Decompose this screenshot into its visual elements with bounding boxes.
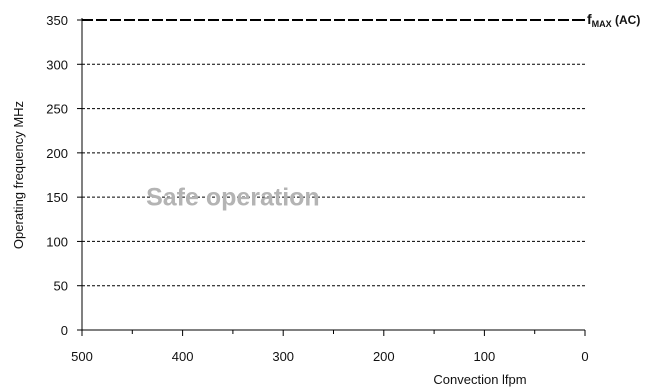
x-axis-title: Convection lfpm <box>433 372 526 387</box>
y-tick-label-0: 0 <box>61 323 68 338</box>
axes <box>81 18 585 331</box>
annotation-safe-operation: Safe operation <box>146 183 320 211</box>
series-label-fmax: fMAX (AC) <box>587 11 640 29</box>
y-axis-title: Operating frequency MHz <box>11 101 26 249</box>
y-tick-label-150: 150 <box>46 190 68 205</box>
x-tick-label-400: 400 <box>172 349 194 364</box>
x-tick-label-100: 100 <box>474 349 496 364</box>
x-tick-label-200: 200 <box>373 349 395 364</box>
x-tick-label-300: 300 <box>272 349 294 364</box>
series-label-sub: MAX <box>592 19 612 29</box>
series-label-main: f <box>587 11 592 27</box>
y-tick-label-250: 250 <box>46 102 68 117</box>
y-tick-label-100: 100 <box>46 234 68 249</box>
x-tick-label-0: 0 <box>581 349 588 364</box>
series-label-suffix: (AC) <box>612 13 641 27</box>
y-tick-label-300: 300 <box>46 57 68 72</box>
x-tick-label-500: 500 <box>71 349 93 364</box>
chart-labels: fMAX (AC) Safe operation <box>146 11 640 211</box>
y-tick-label-200: 200 <box>46 146 68 161</box>
x-ticks: 500 400 300 200 100 0 <box>71 330 589 364</box>
y-ticks: 0 50 100 150 200 250 300 350 <box>46 13 82 338</box>
y-tick-label-350: 350 <box>46 13 68 28</box>
y-tick-label-50: 50 <box>54 279 68 294</box>
gridlines <box>82 63 585 287</box>
